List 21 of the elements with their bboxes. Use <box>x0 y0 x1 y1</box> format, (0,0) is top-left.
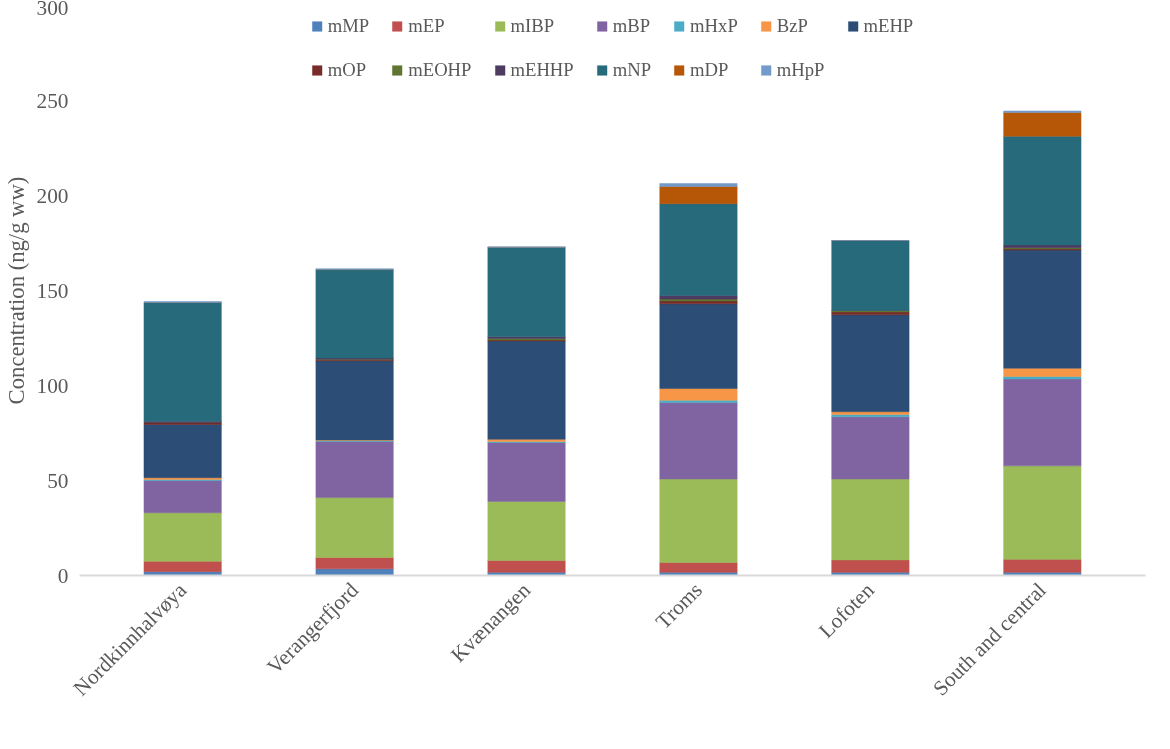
y-tick-label: 300 <box>36 0 69 20</box>
legend-label: mBP <box>612 15 651 37</box>
legend-label: mEOHP <box>408 59 472 81</box>
y-tick-label: 200 <box>36 183 69 208</box>
legend-label: mOP <box>327 59 367 81</box>
y-tick-label: 100 <box>36 373 69 398</box>
y-tick-label: 250 <box>36 88 69 113</box>
y-tick-label: 0 <box>57 563 69 588</box>
legend-label: BzP <box>776 15 808 37</box>
legend-label: mIBP <box>510 15 555 37</box>
legend-label: mNP <box>612 59 652 81</box>
legend-label: mDP <box>690 59 729 81</box>
legend-label: mEHHP <box>510 59 574 81</box>
legend-label: mHpP <box>776 59 825 81</box>
y-tick-label: 50 <box>47 468 69 493</box>
legend-label: mEHP <box>863 15 914 37</box>
legend-label: mEP <box>408 15 445 37</box>
legend-label: mMP <box>327 15 370 37</box>
y-tick-label: 150 <box>36 278 69 303</box>
legend-label: mHxP <box>690 15 738 37</box>
y-axis-title: Concentration (ng/g ww) <box>3 176 29 405</box>
